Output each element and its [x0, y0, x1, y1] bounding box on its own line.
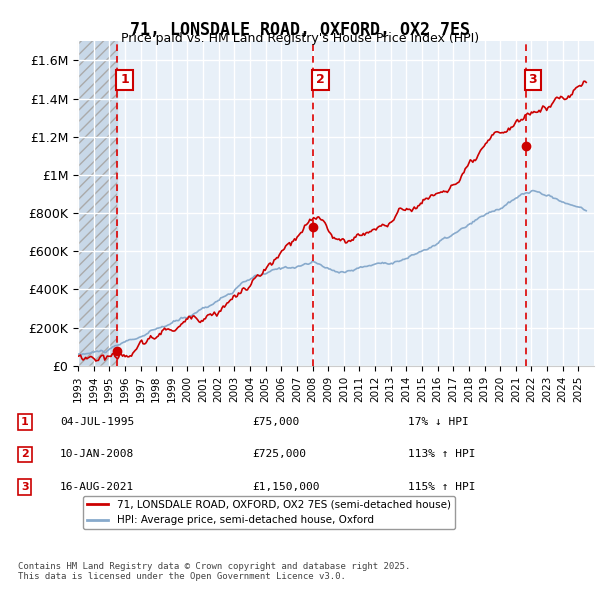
Text: £725,000: £725,000	[252, 450, 306, 459]
Text: 3: 3	[21, 482, 29, 491]
Text: 2: 2	[316, 74, 325, 87]
Text: 10-JAN-2008: 10-JAN-2008	[60, 450, 134, 459]
Text: 1: 1	[120, 74, 129, 87]
Text: 71, LONSDALE ROAD, OXFORD, OX2 7ES: 71, LONSDALE ROAD, OXFORD, OX2 7ES	[130, 21, 470, 39]
Text: Contains HM Land Registry data © Crown copyright and database right 2025.
This d: Contains HM Land Registry data © Crown c…	[18, 562, 410, 581]
Text: £75,000: £75,000	[252, 417, 299, 427]
Text: 2: 2	[21, 450, 29, 459]
Text: 115% ↑ HPI: 115% ↑ HPI	[408, 482, 476, 491]
Text: 1: 1	[21, 417, 29, 427]
Text: 16-AUG-2021: 16-AUG-2021	[60, 482, 134, 491]
Text: 04-JUL-1995: 04-JUL-1995	[60, 417, 134, 427]
Text: £1,150,000: £1,150,000	[252, 482, 320, 491]
Legend: 71, LONSDALE ROAD, OXFORD, OX2 7ES (semi-detached house), HPI: Average price, se: 71, LONSDALE ROAD, OXFORD, OX2 7ES (semi…	[83, 496, 455, 529]
Bar	[78, 41, 117, 366]
Text: 17% ↓ HPI: 17% ↓ HPI	[408, 417, 469, 427]
Text: 3: 3	[529, 74, 537, 87]
Text: 113% ↑ HPI: 113% ↑ HPI	[408, 450, 476, 459]
Text: Price paid vs. HM Land Registry's House Price Index (HPI): Price paid vs. HM Land Registry's House …	[121, 32, 479, 45]
